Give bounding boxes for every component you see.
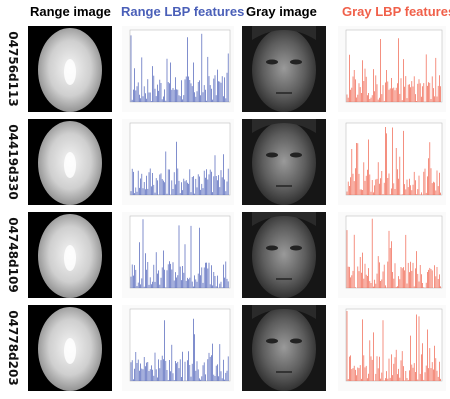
range-lbp-histogram bbox=[122, 305, 234, 391]
gray-image-panel bbox=[242, 212, 326, 298]
gray-lbp-histogram bbox=[338, 119, 446, 205]
header-range-image: Range image bbox=[30, 4, 111, 19]
row-id-label: 04419d330 bbox=[2, 119, 24, 205]
gray-image-panel bbox=[242, 26, 326, 112]
row-id-text: 04778d203 bbox=[6, 310, 20, 386]
range-lbp-histogram bbox=[122, 119, 234, 205]
header-gray-image: Gray image bbox=[246, 4, 317, 19]
figure-row: 04419d330 bbox=[0, 119, 450, 205]
gray-image-panel bbox=[242, 119, 326, 205]
range-image-panel bbox=[28, 119, 112, 205]
gray-lbp-histogram bbox=[338, 26, 446, 112]
header-range-lbp: Range LBP features bbox=[121, 4, 245, 19]
gray-image-panel bbox=[242, 305, 326, 391]
range-image-panel bbox=[28, 305, 112, 391]
row-id-label: 04748d109 bbox=[2, 212, 24, 298]
gray-lbp-histogram bbox=[338, 305, 446, 391]
header-gray-lbp: Gray LBP features bbox=[342, 4, 450, 19]
row-id-text: 04748d109 bbox=[6, 217, 20, 293]
range-lbp-histogram bbox=[122, 212, 234, 298]
range-image-panel bbox=[28, 212, 112, 298]
row-id-label: 04756d113 bbox=[2, 26, 24, 112]
range-image-panel bbox=[28, 26, 112, 112]
gray-lbp-histogram bbox=[338, 212, 446, 298]
figure-row: 04756d113 bbox=[0, 26, 450, 112]
row-id-text: 04756d113 bbox=[6, 31, 20, 107]
row-id-label: 04778d203 bbox=[2, 305, 24, 391]
range-lbp-histogram bbox=[122, 26, 234, 112]
row-id-text: 04419d330 bbox=[6, 124, 20, 200]
figure-row: 04748d109 bbox=[0, 212, 450, 298]
figure-row: 04778d203 bbox=[0, 305, 450, 391]
